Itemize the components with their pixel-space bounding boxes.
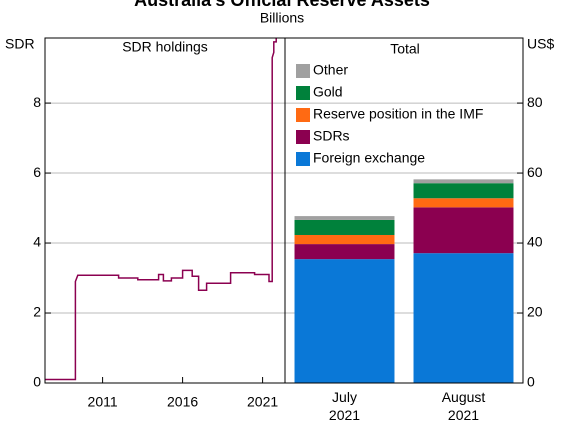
y-tick-label: 8 bbox=[33, 94, 41, 110]
y-tick-label: 4 bbox=[33, 234, 41, 250]
bar-segment bbox=[294, 234, 395, 245]
legend-label: Foreign exchange bbox=[313, 150, 425, 166]
panel-title: SDR holdings bbox=[122, 39, 208, 55]
bar-segment bbox=[413, 179, 514, 184]
chart-title: Australia's Official Reserve Assets bbox=[134, 0, 430, 10]
bar-segment bbox=[413, 253, 514, 383]
legend-swatch bbox=[296, 86, 310, 100]
y-tick-label: 0 bbox=[33, 374, 41, 390]
x-tick-label: 2011 bbox=[88, 394, 118, 410]
legend-label: SDRs bbox=[313, 128, 350, 144]
bar-segment bbox=[294, 216, 395, 220]
bar-segment bbox=[413, 198, 514, 208]
x-tick-label: 2021 bbox=[247, 394, 278, 410]
y-tick-label: 6 bbox=[33, 164, 41, 180]
bar-segment bbox=[294, 244, 395, 260]
line bbox=[45, 38, 277, 381]
y2-tick-label: 20 bbox=[527, 304, 543, 320]
y-axis-label: SDR bbox=[5, 36, 35, 52]
bar-segment bbox=[413, 207, 514, 254]
y2-tick-label: 60 bbox=[527, 164, 543, 180]
legend-swatch bbox=[296, 152, 310, 166]
chart-subtitle: Billions bbox=[260, 10, 304, 26]
bar-segment bbox=[294, 259, 395, 383]
x-tick-label: July 2021 bbox=[329, 389, 360, 423]
y2-axis-label: US$ bbox=[527, 36, 554, 52]
plot-frame bbox=[44, 37, 524, 384]
x-tick-label: 2016 bbox=[167, 394, 198, 410]
y-tick-label: 2 bbox=[33, 304, 41, 320]
x-tick-label: August 2021 bbox=[442, 389, 486, 423]
legend-label: Reserve position in the IMF bbox=[313, 106, 483, 122]
y2-tick-label: 40 bbox=[527, 234, 543, 250]
legend-swatch bbox=[296, 130, 310, 144]
legend-swatch bbox=[296, 108, 310, 122]
bar-segment bbox=[413, 183, 514, 199]
legend-label: Gold bbox=[313, 84, 343, 100]
legend-label: Other bbox=[313, 62, 348, 78]
y2-tick-label: 80 bbox=[527, 94, 543, 110]
panel-title: Total bbox=[390, 41, 420, 57]
bar-segment bbox=[294, 219, 395, 235]
y2-tick-label: 0 bbox=[527, 374, 535, 390]
legend-swatch bbox=[296, 64, 310, 78]
